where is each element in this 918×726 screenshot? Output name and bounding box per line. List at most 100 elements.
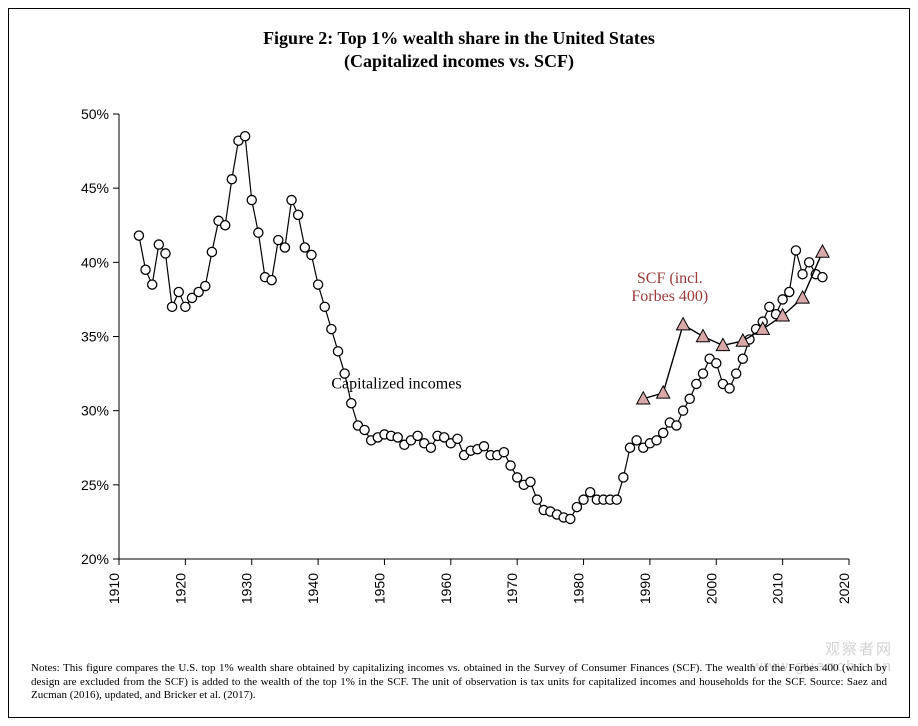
title-line-1: Figure 2: Top 1% wealth share in the Uni… [9, 27, 909, 50]
marker-circle [652, 436, 661, 445]
marker-circle [712, 359, 721, 368]
marker-circle [181, 302, 190, 311]
label-scf-line1: SCF (incl. [637, 270, 703, 287]
x-tick-label: 2020 [836, 573, 852, 604]
marker-circle [174, 287, 183, 296]
x-tick-label: 1920 [172, 573, 188, 604]
marker-circle [274, 235, 283, 244]
marker-circle [294, 210, 303, 219]
marker-circle [254, 228, 263, 237]
marker-circle [134, 231, 143, 240]
marker-circle [393, 433, 402, 442]
marker-circle [765, 302, 774, 311]
marker-circle [287, 195, 296, 204]
marker-circle [426, 443, 435, 452]
marker-circle [778, 295, 787, 304]
marker-triangle [816, 245, 829, 257]
marker-circle [798, 270, 807, 279]
marker-circle [320, 302, 329, 311]
marker-circle [221, 221, 230, 230]
marker-circle [612, 495, 621, 504]
marker-circle [313, 280, 322, 289]
marker-circle [625, 443, 634, 452]
x-tick-label: 1990 [637, 573, 653, 604]
marker-circle [506, 461, 515, 470]
marker-circle [586, 488, 595, 497]
marker-circle [307, 250, 316, 259]
y-tick-label: 40% [81, 254, 109, 270]
x-tick-label: 1980 [571, 573, 587, 604]
marker-circle [672, 421, 681, 430]
marker-circle [154, 240, 163, 249]
marker-circle [327, 324, 336, 333]
y-tick-label: 45% [81, 180, 109, 196]
chart-svg: 20% 25% 30% 35% 40% 45% 50% 1910 1920 1930 1940 195… [49, 99, 869, 639]
marker-circle [732, 369, 741, 378]
marker-circle [785, 287, 794, 296]
marker-circle [692, 379, 701, 388]
marker-triangle [796, 291, 809, 303]
marker-circle [227, 175, 236, 184]
y-tick-label: 50% [81, 106, 109, 122]
marker-circle [619, 473, 628, 482]
x-tick-label: 1910 [106, 573, 122, 604]
marker-circle [333, 347, 342, 356]
y-tick-label: 35% [81, 329, 109, 345]
x-tick-label: 1950 [371, 573, 387, 604]
marker-circle [632, 436, 641, 445]
marker-circle [738, 354, 747, 363]
marker-circle [532, 495, 541, 504]
figure-frame: Figure 2: Top 1% wealth share in the Uni… [8, 8, 910, 718]
marker-circle [141, 265, 150, 274]
marker-circle [167, 302, 176, 311]
series-line [139, 136, 823, 519]
chart-area: 20% 25% 30% 35% 40% 45% 50% 1910 1920 1930 1940 195… [49, 99, 869, 639]
watermark-line-1: 观察者网 [752, 642, 893, 659]
marker-circle [240, 132, 249, 141]
marker-circle [572, 502, 581, 511]
figure-title: Figure 2: Top 1% wealth share in the Uni… [9, 27, 909, 72]
marker-circle [678, 406, 687, 415]
marker-circle [513, 473, 522, 482]
marker-circle [413, 431, 422, 440]
marker-circle [526, 477, 535, 486]
marker-triangle [657, 386, 670, 398]
marker-triangle [696, 330, 709, 342]
x-tick-label: 2010 [770, 573, 786, 604]
marker-circle [453, 434, 462, 443]
x-tick-label: 1940 [305, 573, 321, 604]
marker-circle [347, 399, 356, 408]
y-tick-label: 30% [81, 403, 109, 419]
marker-circle [479, 442, 488, 451]
marker-circle [659, 428, 668, 437]
marker-circle [148, 280, 157, 289]
y-tick-label: 20% [81, 551, 109, 567]
x-tick-label: 1930 [239, 573, 255, 604]
marker-circle [579, 495, 588, 504]
marker-circle [566, 514, 575, 523]
label-scf-line2: Forbes 400) [631, 288, 708, 305]
marker-circle [725, 384, 734, 393]
y-tick-label: 25% [81, 477, 109, 493]
marker-circle [300, 243, 309, 252]
marker-circle [805, 258, 814, 267]
marker-circle [207, 247, 216, 256]
marker-circle [818, 273, 827, 282]
marker-circle [280, 243, 289, 252]
marker-circle [247, 195, 256, 204]
marker-circle [161, 249, 170, 258]
marker-circle [685, 394, 694, 403]
title-line-2: (Capitalized incomes vs. SCF) [9, 50, 909, 73]
x-tick-label: 1960 [438, 573, 454, 604]
x-tick-label: 1970 [504, 573, 520, 604]
marker-circle [791, 246, 800, 255]
marker-circle [201, 281, 210, 290]
marker-circle [698, 369, 707, 378]
marker-circle [499, 448, 508, 457]
label-capitalized-incomes: Capitalized incomes [331, 375, 461, 392]
marker-triangle [676, 318, 689, 330]
figure-notes: Notes: This figure compares the U.S. top… [31, 662, 887, 703]
marker-circle [267, 276, 276, 285]
x-tick-label: 2000 [703, 573, 719, 604]
marker-circle [360, 425, 369, 434]
